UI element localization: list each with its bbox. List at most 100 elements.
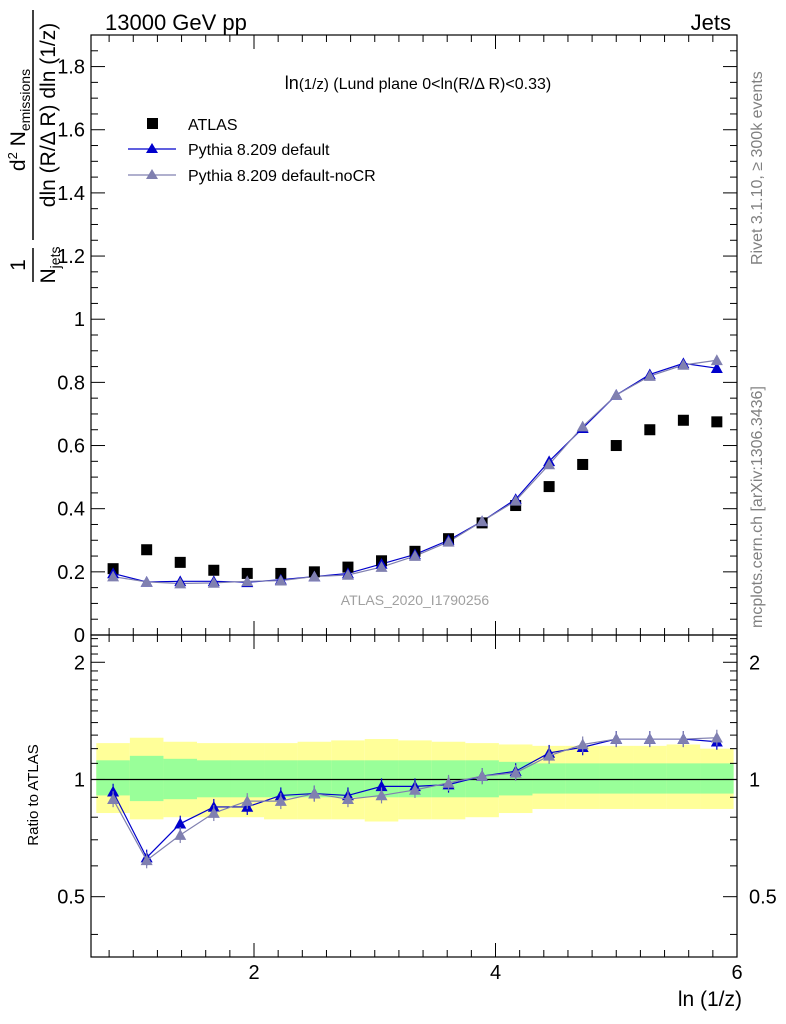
main-panel: 0 0.2 0.4 0.6 0.8 1 1.2 1.4 1.6 1.8 [57,34,738,647]
analysis-watermark: ATLAS_2020_I1790256 [341,592,490,608]
legend-label-nocr: Pythia 8.209 default-noCR [188,168,376,185]
ratio-band-inner [599,763,634,794]
main-point-series-2 [274,574,287,586]
main-point-atlas [610,440,622,452]
ratio-point-series-1 [610,733,623,744]
ratio-point-series-1 [308,787,321,799]
legend: ATLAS Pythia 8.209 default Pythia 8.209 … [128,117,376,185]
main-point-series-2 [107,570,120,582]
ratio-point-series-0 [375,780,388,792]
legend-label-atlas: ATLAS [188,117,238,134]
ratio-band-inner [633,763,667,794]
main-point-atlas [275,567,287,579]
main-y-tick-label: 0.8 [57,372,85,394]
ratio-point-series-1 [107,793,120,804]
ratio-band-inner [129,755,164,802]
main-y-tick-label: 1.4 [57,183,85,205]
ratio-point-series-1 [241,795,254,806]
ratio-point-series-1 [442,776,455,788]
ratio-y-tick-label-right: 1 [749,769,760,791]
main-y-tick-label: 0.6 [57,436,85,458]
main-point-series-2 [610,389,623,400]
x-tick-label: 2 [248,962,259,984]
ratio-point-series-1 [375,789,388,801]
ylabel-den-sub: jets [47,247,63,270]
x-axis-label: ln (1/z) [678,988,742,1011]
main-point-series-2 [677,359,690,370]
ratio-point-series-1 [476,770,489,781]
ylabel-num-N: N [7,131,30,152]
header-right: Jets [691,10,731,35]
main-point-series-1 [710,362,723,373]
ratio-band-inner [230,760,265,798]
x-tick-label: 4 [490,962,501,984]
main-y-axis-label: 1 Njets d2 Nemissions dln (R/Δ R) dln (1… [5,10,63,283]
ratio-y-tick-label: 2 [74,652,85,674]
main-point-atlas [577,458,589,470]
main-point-series-2 [643,370,656,381]
main-point-series-2 [509,494,522,506]
ratio-y-tick-label-right: 2 [749,652,760,674]
ratio-band-inner [197,760,231,798]
ratio-point-series-1 [207,807,220,818]
ratio-point-series-1 [140,854,153,866]
ratio-y-tick-label-right: 0.5 [749,887,777,909]
main-y-tick-label: 1.8 [57,57,85,79]
main-y-tick-label: 0 [74,625,85,647]
ratio-band-inner [532,763,566,794]
ratio-point-series-1 [408,783,421,795]
legend-marker-nocr [146,169,158,179]
main-point-atlas [208,564,220,576]
ratio-point-series-1 [643,733,656,744]
legend-label-default: Pythia 8.209 default [188,142,330,159]
ratio-y-axis-label: Ratio to ATLAS [25,744,42,845]
main-point-atlas [677,414,689,426]
main-point-atlas [644,424,656,436]
ratio-point-series-1 [509,766,522,778]
main-point-atlas [241,567,253,579]
ylabel-num-d: d [7,159,30,171]
ratio-band-inner [565,763,600,794]
ratio-point-series-1 [341,793,354,804]
ratio-point-series-1 [710,731,723,743]
ratio-y-tick-label: 0.5 [57,887,85,909]
main-point-series-2 [543,458,556,470]
main-point-atlas [543,481,555,493]
ratio-point-series-1 [576,738,589,750]
ylabel-numerator-one: 1 [7,259,30,271]
ylabel-numerator: d2 Nemissions [5,69,33,171]
ratio-point-series-1 [543,749,556,761]
ratio-band-inner [700,763,734,794]
ratio-y-tick-label: 1 [74,769,85,791]
ratio-panel: 2 4 6 0.5 0.5 1 1 2 2 [57,634,777,984]
main-point-series-2 [341,569,354,580]
main-point-series-2 [140,575,153,587]
header-left: 13000 GeV pp [105,10,247,35]
ylabel-den-N: N [37,268,60,283]
ratio-point-series-1 [677,733,690,744]
main-point-atlas [174,556,186,568]
main-point-atlas [342,561,354,573]
ratio-band-inner [666,763,701,794]
legend-marker-default [146,143,158,153]
x-tick-label: 6 [731,962,742,984]
main-point-series-2 [241,575,254,587]
title-prefix: ln [285,73,299,93]
mcplots-label: mcplots.cern.ch [arXiv:1306.3436] [749,386,766,628]
legend-marker-atlas [147,118,158,129]
ylabel-num-exp: 2 [5,152,20,159]
main-y-tick-label: 0.4 [57,499,85,521]
main-point-series-2 [576,420,589,432]
ratio-point-series-0 [174,817,187,829]
main-point-atlas [141,544,153,556]
main-point-series-2 [375,561,388,572]
ratio-point-series-1 [274,795,287,806]
ylabel-denominator-one: Njets [37,247,63,284]
main-plot-title: ln(1/z) (Lund plane 0<ln(R/Δ R)<0.33) [285,73,551,93]
ratio-point-series-0 [107,785,120,797]
main-point-series-2 [207,576,220,588]
main-point-atlas [711,416,723,428]
ylabel-num-sub: emissions [17,69,33,131]
main-y-tick-label: 1.2 [57,246,85,268]
ratio-point-series-1 [174,829,187,840]
